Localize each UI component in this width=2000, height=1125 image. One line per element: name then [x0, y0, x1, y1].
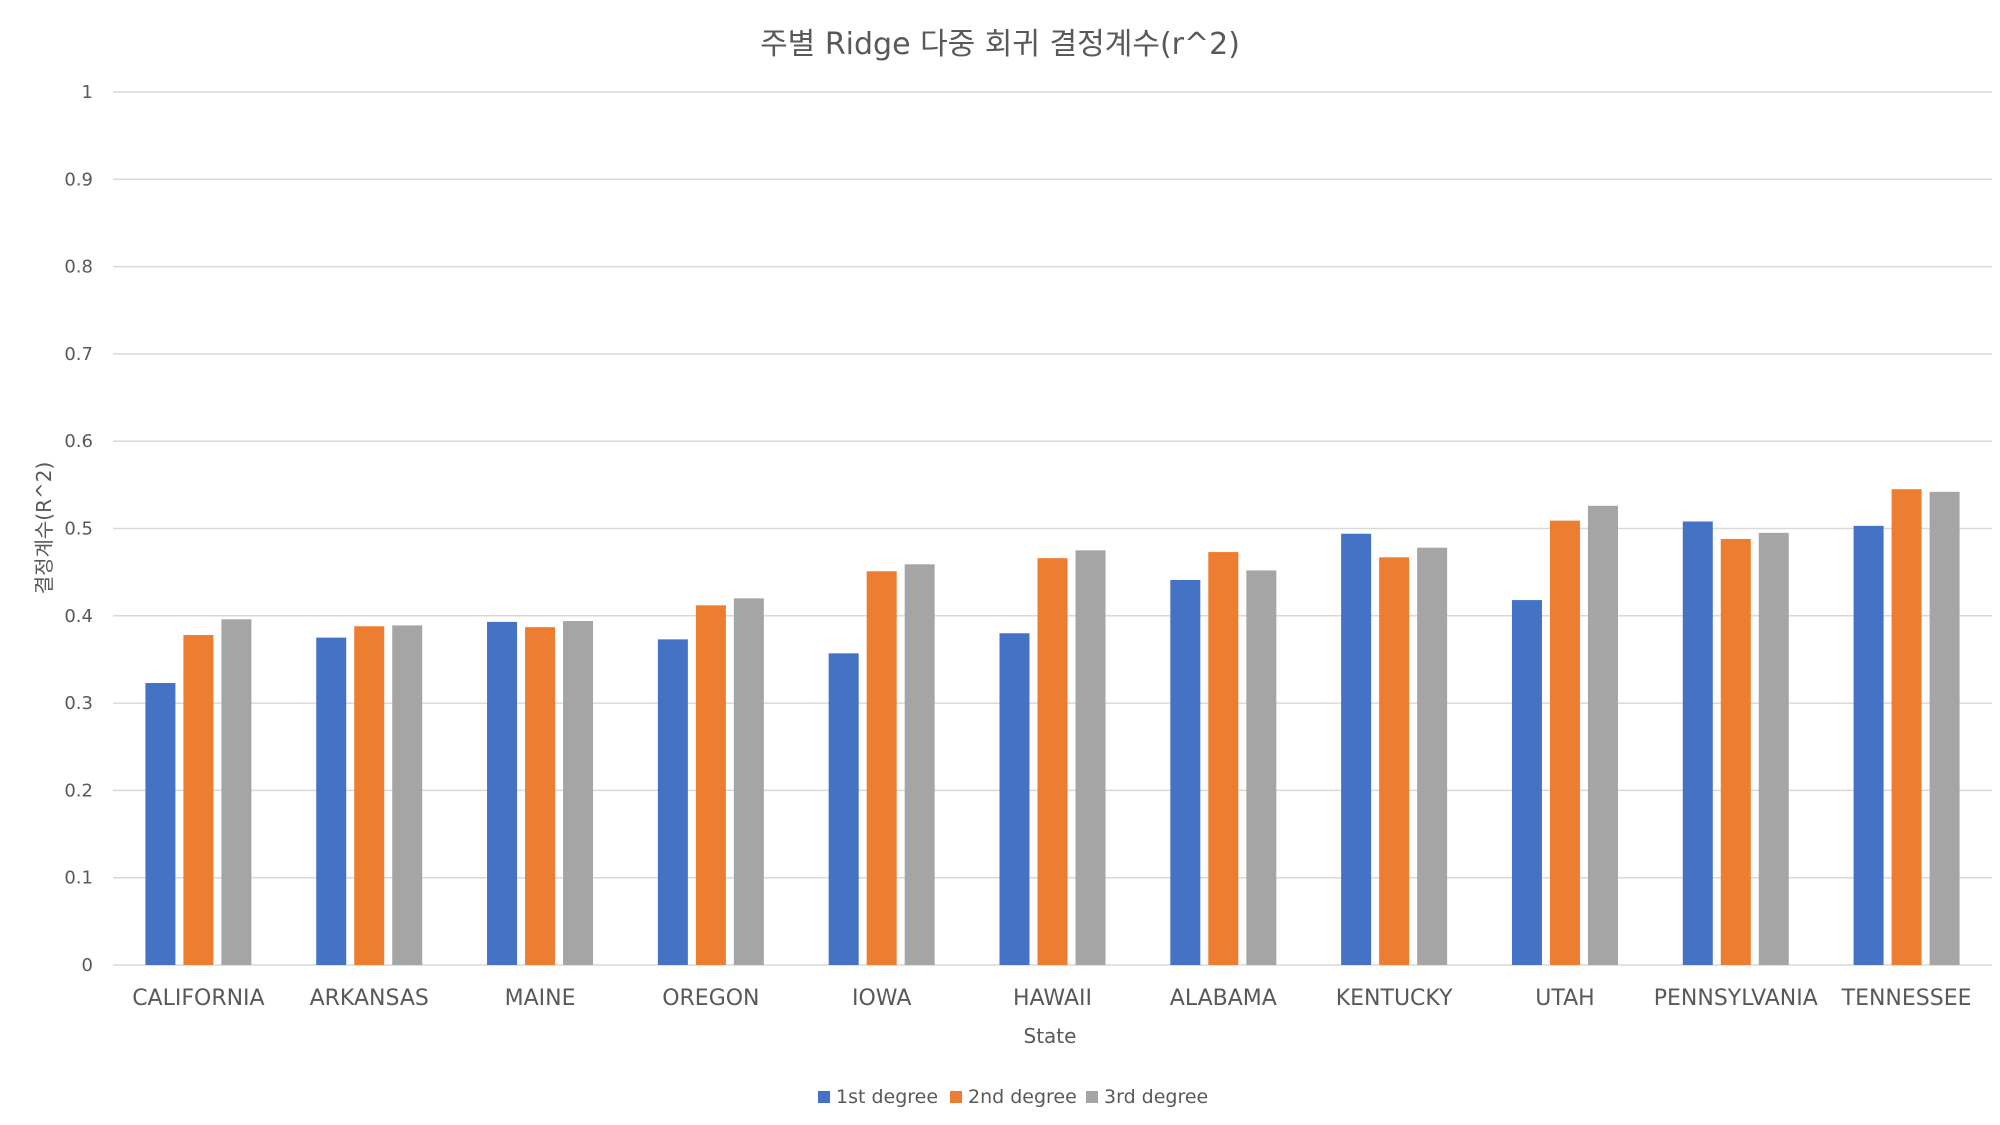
x-category-label: KENTUCKY: [1336, 986, 1453, 1011]
legend-swatch: [1086, 1091, 1098, 1103]
legend-label: 1st degree: [836, 1086, 938, 1108]
bar-1st-degree-arkansas: [316, 637, 347, 965]
x-category-label: PENNSYLVANIA: [1654, 986, 1818, 1011]
bar-2nd-degree-alabama: [1208, 552, 1239, 965]
x-category-label: HAWAII: [1013, 986, 1092, 1011]
bar-1st-degree-tennessee: [1853, 525, 1884, 965]
bar-2nd-degree-arkansas: [354, 626, 385, 965]
bar-3rd-degree-iowa: [904, 564, 935, 965]
bar-3rd-degree-pennsylvania: [1758, 532, 1789, 965]
chart-title: 주별 Ridge 다중 회귀 결정계수(r^2): [760, 27, 1240, 62]
bar-1st-degree-maine: [487, 621, 518, 965]
y-tick-label: 0: [82, 955, 93, 976]
legend-swatch: [950, 1091, 962, 1103]
x-category-label: CALIFORNIA: [132, 986, 264, 1011]
y-tick-label: 0.8: [64, 257, 93, 278]
x-category-label: MAINE: [505, 986, 576, 1011]
bar-3rd-degree-kentucky: [1417, 547, 1448, 965]
bar-2nd-degree-utah: [1549, 520, 1580, 965]
bar-1st-degree-pennsylvania: [1682, 521, 1713, 965]
x-axis-categories: CALIFORNIA ARKANSAS MAINE OREGON IOWA HAWAII A…: [132, 986, 1971, 1011]
bar-1st-degree-hawaii: [999, 633, 1030, 965]
bar-3rd-degree-oregon: [733, 598, 764, 965]
legend-label: 2nd degree: [968, 1086, 1077, 1108]
bar-3rd-degree-alabama: [1246, 570, 1277, 965]
y-tick-label: 0.3: [64, 693, 93, 714]
y-tick-label: 0.4: [64, 606, 93, 627]
bar-1st-degree-alabama: [1170, 580, 1201, 965]
y-axis-ticks: 0 0.1 0.2 0.3 0.4 0.5 0.6 0.7 0.8 0.9 1: [64, 82, 93, 976]
bar-3rd-degree-utah: [1587, 505, 1618, 965]
legend-swatch: [818, 1091, 830, 1103]
bar-3rd-degree-maine: [563, 621, 594, 965]
x-category-label: OREGON: [662, 986, 759, 1011]
legend-entry: 1st degree: [818, 1086, 938, 1108]
y-tick-label: 0.2: [64, 780, 93, 801]
x-category-label: IOWA: [852, 986, 911, 1011]
bar-2nd-degree-pennsylvania: [1720, 538, 1751, 965]
legend-label: 3rd degree: [1104, 1086, 1208, 1108]
y-tick-label: 0.6: [64, 431, 93, 452]
x-category-label: TENNESSEE: [1841, 986, 1972, 1011]
y-tick-label: 1: [82, 82, 93, 103]
x-category-label: UTAH: [1535, 986, 1594, 1011]
bar-1st-degree-iowa: [828, 653, 859, 965]
y-axis-title: 결정계수(R^2): [32, 462, 56, 595]
bar-3rd-degree-hawaii: [1075, 550, 1106, 965]
bar-1st-degree-california: [145, 683, 176, 965]
bar-1st-degree-kentucky: [1341, 533, 1372, 965]
bars: [145, 489, 1960, 965]
y-tick-label: 0.1: [64, 868, 93, 889]
bar-2nd-degree-hawaii: [1037, 558, 1068, 965]
x-category-label: ARKANSAS: [310, 986, 429, 1011]
bar-2nd-degree-oregon: [695, 605, 726, 965]
bar-3rd-degree-tennessee: [1929, 491, 1960, 965]
bar-1st-degree-utah: [1511, 600, 1542, 965]
x-category-label: ALABAMA: [1170, 986, 1277, 1011]
x-axis-title: State: [1024, 1024, 1077, 1048]
bar-2nd-degree-iowa: [866, 571, 897, 965]
bar-3rd-degree-arkansas: [392, 625, 423, 965]
bar-2nd-degree-tennessee: [1891, 489, 1922, 965]
bar-2nd-degree-kentucky: [1379, 557, 1410, 965]
bar-2nd-degree-california: [183, 635, 214, 965]
legend: 1st degree 2nd degree 3rd degree: [818, 1086, 1208, 1108]
bar-2nd-degree-maine: [525, 627, 556, 965]
y-tick-label: 0.7: [64, 344, 93, 365]
y-tick-label: 0.9: [64, 169, 93, 190]
y-tick-label: 0.5: [64, 519, 93, 540]
bar-3rd-degree-california: [221, 619, 252, 965]
legend-entry: 2nd degree: [950, 1086, 1077, 1108]
bar-1st-degree-oregon: [657, 639, 688, 965]
legend-entry: 3rd degree: [1086, 1086, 1208, 1108]
